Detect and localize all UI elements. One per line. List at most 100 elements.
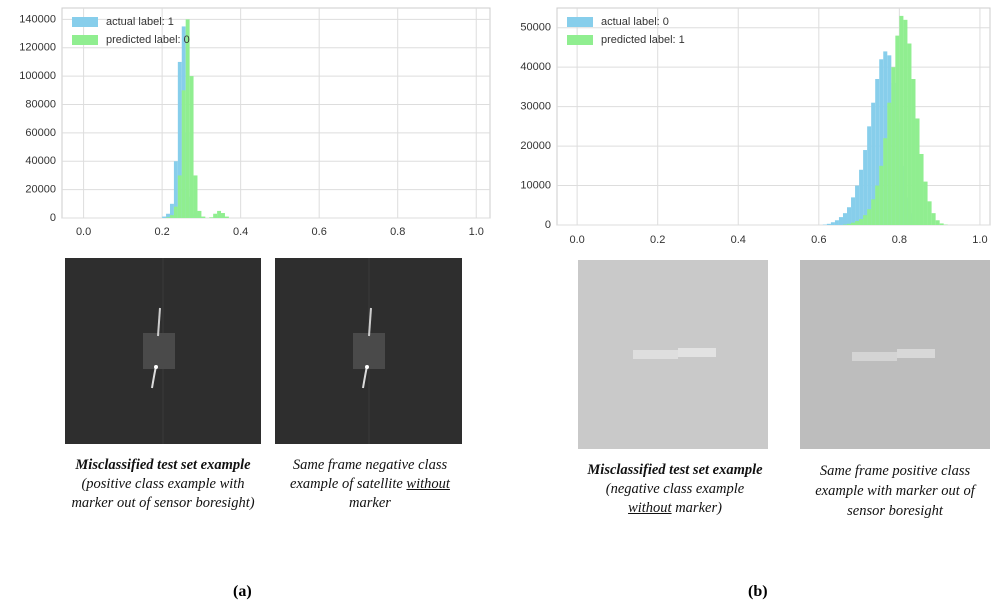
- histogram-bar: [166, 213, 170, 218]
- x-tick-label: 0.8: [892, 234, 907, 246]
- y-tick-label: 60000: [25, 127, 56, 139]
- histogram-bar: [224, 216, 229, 218]
- histogram-bar: [895, 35, 900, 226]
- histogram-bar: [855, 185, 860, 225]
- histogram-bar: [935, 220, 940, 225]
- histogram-bar: [879, 59, 884, 225]
- histogram-bar: [859, 169, 864, 225]
- x-tick-label: 0.8: [390, 226, 405, 238]
- histogram-bar: [867, 209, 872, 225]
- y-tick-label: 20000: [520, 140, 551, 152]
- histogram-bar: [847, 207, 852, 225]
- caption-text: (negative class example: [605, 481, 745, 497]
- histogram-bar: [209, 217, 214, 218]
- x-tick-label: 1.0: [972, 234, 987, 246]
- caption: Misclassified test set example (negative …: [585, 461, 765, 518]
- x-tick-label: 0.6: [312, 226, 327, 238]
- legend-swatch: [567, 17, 593, 27]
- histogram-bar: [903, 19, 908, 225]
- histogram-bar: [875, 185, 880, 225]
- x-tick-label: 0.0: [76, 226, 91, 238]
- histogram-bar: [838, 217, 843, 225]
- y-tick-label: 140000: [19, 13, 56, 25]
- x-tick-label: 0.4: [731, 234, 746, 246]
- histogram-bar: [842, 213, 848, 225]
- histogram-bar: [217, 210, 222, 218]
- histogram-bar: [166, 217, 170, 218]
- caption: Misclassified test set example (positive …: [65, 456, 261, 513]
- histogram-bar: [887, 102, 892, 225]
- image: [275, 258, 462, 444]
- histogram-bar: [173, 161, 178, 218]
- caption-text: Same frame positive class example with m…: [815, 463, 975, 519]
- histogram-bar: [193, 175, 198, 218]
- x-tick-label: 0.2: [154, 226, 169, 238]
- histogram-bar: [875, 79, 880, 225]
- x-tick-label: 0.6: [811, 234, 826, 246]
- histogram-bar: [867, 126, 872, 225]
- histogram-bar: [197, 210, 202, 218]
- histogram-bar: [863, 150, 868, 225]
- x-tick-label: 0.4: [233, 226, 248, 238]
- histogram-bar: [181, 90, 186, 218]
- histogram-bar: [863, 215, 868, 225]
- caption-underline: without: [628, 500, 672, 516]
- histogram-bar: [931, 213, 936, 225]
- histogram-bar: [919, 153, 924, 225]
- histogram-bar: [201, 216, 206, 218]
- legend-swatch: [72, 17, 98, 27]
- histogram-bar: [883, 138, 888, 225]
- caption-bold: Misclassified test set example: [587, 462, 763, 478]
- x-tick-label: 0.0: [569, 234, 584, 246]
- histogram-bar: [169, 215, 174, 218]
- legend-label: predicted label: 1: [601, 34, 685, 46]
- y-tick-label: 40000: [520, 61, 551, 73]
- legend-label: actual label: 0: [601, 16, 669, 28]
- y-tick-label: 0: [545, 219, 551, 231]
- histogram-bar: [830, 222, 835, 225]
- caption-text: marker): [675, 500, 722, 516]
- y-tick-label: 0: [50, 212, 56, 224]
- caption: Same frame positive class example with m…: [810, 461, 980, 521]
- legend-swatch: [72, 35, 98, 45]
- y-tick-label: 10000: [520, 179, 551, 191]
- legend-swatch: [567, 35, 593, 45]
- histogram-bar: [169, 203, 174, 218]
- histogram-bar: [834, 220, 839, 225]
- histogram-bar: [907, 43, 912, 225]
- histogram-bar: [851, 222, 856, 225]
- caption: Same frame negative class example of sat…: [280, 456, 460, 513]
- histogram-bar: [859, 219, 864, 225]
- y-tick-label: 30000: [520, 101, 551, 113]
- x-tick-label: 0.2: [650, 234, 665, 246]
- legend-label: predicted label: 0: [106, 34, 190, 46]
- charts: 0.0 0.2 0.4 0.6 0.8 1.0 0 20000 40000 60000 80000 1…: [19, 7, 991, 246]
- y-tick-label: 50000: [520, 22, 551, 34]
- histogram-bar: [899, 15, 904, 225]
- panel-label: (a): [233, 583, 252, 600]
- histogram-bar: [871, 102, 876, 225]
- panel-label: (b): [748, 583, 768, 600]
- plot-area: [61, 7, 491, 219]
- histogram-bar: [879, 165, 884, 225]
- histogram-bar: [847, 223, 852, 225]
- histogram-bar: [173, 206, 178, 218]
- y-tick-label: 40000: [25, 155, 56, 167]
- histogram-bar: [826, 223, 831, 225]
- image: [578, 260, 768, 449]
- legend-label: actual label: 1: [106, 16, 174, 28]
- image: [800, 260, 990, 449]
- image: [65, 258, 261, 444]
- caption-text: marker: [349, 495, 391, 511]
- y-tick-label: 100000: [19, 70, 56, 82]
- x-tick-label: 1.0: [469, 226, 484, 238]
- histogram-bar: [213, 213, 218, 218]
- histogram-bar: [177, 175, 182, 218]
- y-tick-label: 120000: [19, 42, 56, 54]
- histogram-bar: [927, 201, 932, 225]
- histogram-bar: [221, 213, 225, 218]
- y-tick-label: 20000: [25, 184, 56, 196]
- histogram-bar: [871, 199, 876, 225]
- histogram-bar: [851, 197, 856, 225]
